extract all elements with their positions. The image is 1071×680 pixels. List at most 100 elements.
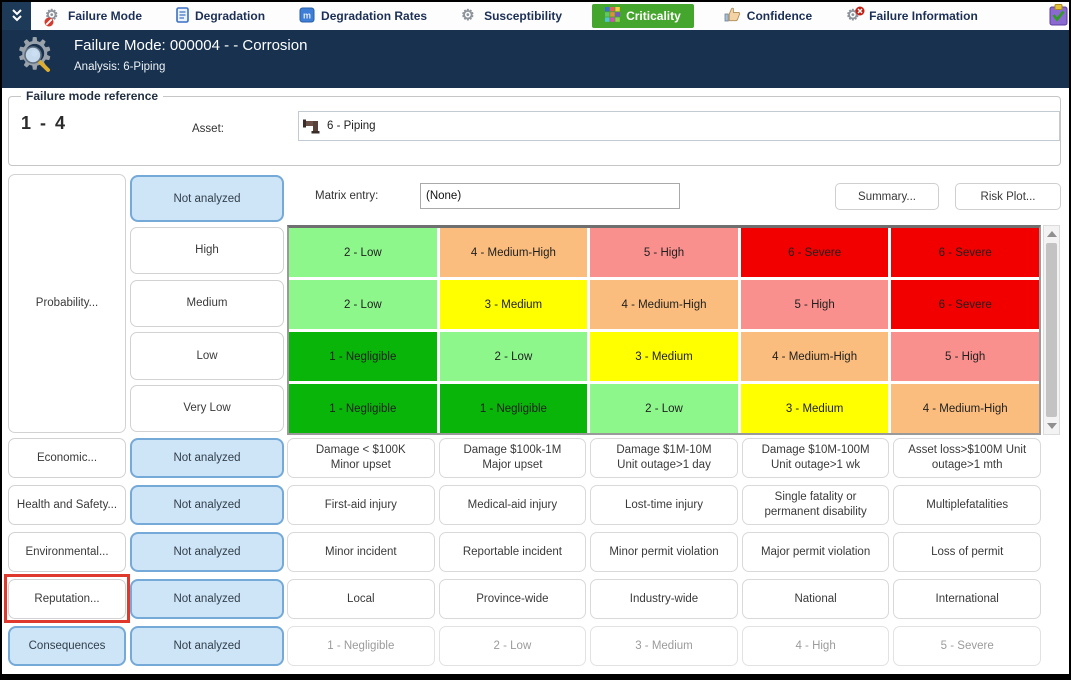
- reputation-options-row: Local Province-wide Industry-wide Nation…: [287, 579, 1041, 619]
- consequence-option[interactable]: Multiplefatalities: [893, 485, 1041, 525]
- tab-susceptibility[interactable]: ⚙ Susceptibility: [457, 5, 566, 28]
- scroll-down-icon[interactable]: [1047, 423, 1057, 429]
- risk-plot-button[interactable]: Risk Plot...: [955, 183, 1061, 210]
- category-environmental-button[interactable]: Environmental...: [8, 532, 126, 572]
- consequence-option[interactable]: Minor incident: [287, 532, 435, 572]
- consequence-option[interactable]: Province-wide: [438, 579, 587, 619]
- scrollbar-thumb[interactable]: [1046, 243, 1057, 417]
- pipe-icon: [303, 119, 320, 134]
- category-reputation-button[interactable]: Reputation...: [8, 579, 126, 619]
- matrix-cell[interactable]: 2 - Low: [590, 384, 738, 433]
- tab-failure-mode[interactable]: ⚙ Failure Mode: [41, 5, 146, 28]
- probability-header-button[interactable]: Probability...: [8, 174, 126, 433]
- consequence-option[interactable]: Industry-wide: [590, 579, 738, 619]
- level-label: Very Low: [183, 402, 231, 415]
- probability-level-very-low[interactable]: Very Low: [130, 385, 284, 432]
- consequence-rating: 1 - Negligible: [287, 626, 435, 666]
- health-safety-options-row: First-aid injury Medical-aid injury Lost…: [287, 485, 1041, 525]
- matrix-cell[interactable]: 3 - Medium: [590, 332, 738, 381]
- consequence-option[interactable]: Minor permit violation: [590, 532, 738, 572]
- level-label: Low: [196, 349, 218, 362]
- category-label: Consequences: [28, 640, 106, 652]
- economic-not-analyzed-button[interactable]: Not analyzed: [130, 438, 284, 478]
- page-subtitle: Analysis: 6-Piping: [74, 61, 166, 73]
- matrix-cell[interactable]: 6 - Severe: [891, 280, 1039, 329]
- environmental-not-analyzed-button[interactable]: Not analyzed: [130, 532, 284, 572]
- matrix-entry-label: Matrix entry:: [315, 190, 379, 202]
- matrix-cell[interactable]: 5 - High: [740, 280, 889, 329]
- tab-degradation[interactable]: Degradation: [172, 4, 269, 29]
- probability-label: Probability...: [35, 297, 99, 310]
- not-analyzed-label: Not analyzed: [173, 499, 241, 511]
- matrix-cell[interactable]: 1 - Negligible: [439, 384, 588, 433]
- matrix-entry-input[interactable]: (None): [420, 183, 680, 209]
- probability-level-low[interactable]: Low: [130, 332, 284, 380]
- collapse-toolbar-button[interactable]: [2, 2, 31, 30]
- matrix-scrollbar[interactable]: [1043, 225, 1060, 435]
- matrix-cell[interactable]: 1 - Negligible: [289, 384, 437, 433]
- consequence-option[interactable]: Local: [287, 579, 435, 619]
- consequence-option[interactable]: Damage $10M-100M Unit outage>1 wk: [741, 438, 890, 478]
- matrix-cell[interactable]: 1 - Negligible: [289, 332, 437, 381]
- probability-level-high[interactable]: High: [130, 227, 284, 274]
- not-analyzed-label: Not analyzed: [173, 192, 241, 205]
- summary-button[interactable]: Summary...: [835, 183, 939, 210]
- category-consequences-button[interactable]: Consequences: [8, 626, 126, 666]
- matrix-cell[interactable]: 2 - Low: [289, 228, 437, 277]
- asset-label: Asset:: [192, 123, 224, 135]
- matrix-cell[interactable]: 4 - Medium-High: [590, 280, 738, 329]
- category-economic-button[interactable]: Economic...: [8, 438, 126, 478]
- consequence-option[interactable]: Lost-time injury: [590, 485, 738, 525]
- gear-alert-icon: ⚙: [846, 6, 865, 25]
- consequence-option[interactable]: International: [893, 579, 1041, 619]
- probability-level-medium[interactable]: Medium: [130, 280, 284, 327]
- scroll-up-icon[interactable]: [1047, 231, 1057, 237]
- m-square-icon: m: [299, 7, 315, 26]
- consequence-option[interactable]: Reportable incident: [438, 532, 587, 572]
- matrix-cell[interactable]: 2 - Low: [439, 332, 588, 381]
- tab-degradation-rates[interactable]: m Degradation Rates: [295, 4, 431, 29]
- gear-blocked-icon: ⚙: [44, 8, 62, 26]
- group-label: Failure mode reference: [21, 89, 164, 103]
- matrix-cell[interactable]: 3 - Medium: [439, 280, 588, 329]
- matrix-cell[interactable]: 5 - High: [891, 332, 1039, 381]
- consequence-option[interactable]: Damage $1M-10M Unit outage>1 day: [590, 438, 738, 478]
- consequence-option[interactable]: First-aid injury: [287, 485, 435, 525]
- probability-not-analyzed-button[interactable]: Not analyzed: [130, 175, 284, 222]
- consequence-option[interactable]: Damage $100k-1M Major upset: [438, 438, 587, 478]
- matrix-icon: [605, 7, 620, 25]
- reputation-not-analyzed-button[interactable]: Not analyzed: [130, 579, 284, 619]
- matrix-cell[interactable]: 3 - Medium: [740, 384, 889, 433]
- matrix-cell[interactable]: 2 - Low: [289, 280, 437, 329]
- asset-field[interactable]: 6 - Piping: [298, 111, 1060, 141]
- category-health-safety-button[interactable]: Health and Safety...: [8, 485, 126, 525]
- tab-label: Degradation Rates: [321, 9, 428, 23]
- tab-label: Susceptibility: [484, 9, 563, 23]
- consequence-option[interactable]: Major permit violation: [741, 532, 890, 572]
- risk-matrix: 2 - Low 4 - Medium-High 5 - High 6 - Sev…: [287, 225, 1041, 435]
- consequence-option[interactable]: Single fatality or permanent disability: [741, 485, 890, 525]
- matrix-cell[interactable]: 6 - Severe: [740, 228, 889, 277]
- consequence-option[interactable]: National: [741, 579, 890, 619]
- consequence-option[interactable]: Asset loss>$100M Unit outage>1 mth: [893, 438, 1041, 478]
- clipboard-check-icon[interactable]: [1048, 4, 1068, 31]
- double-chevron-down-icon: [11, 9, 22, 22]
- not-analyzed-label: Not analyzed: [173, 546, 241, 558]
- health-safety-not-analyzed-button[interactable]: Not analyzed: [130, 485, 284, 525]
- tab-failure-information[interactable]: ⚙ Failure Information: [842, 5, 982, 28]
- level-label: Medium: [186, 297, 228, 310]
- consequences-not-analyzed-button[interactable]: Not analyzed: [130, 626, 284, 666]
- matrix-cell[interactable]: 4 - Medium-High: [439, 228, 588, 277]
- tab-confidence[interactable]: Confidence: [720, 4, 816, 28]
- matrix-cell[interactable]: 4 - Medium-High: [891, 384, 1039, 433]
- consequence-option[interactable]: Loss of permit: [893, 532, 1041, 572]
- tab-label: Criticality: [626, 9, 681, 23]
- matrix-cell[interactable]: 6 - Severe: [891, 228, 1039, 277]
- page-title: Failure Mode: 000004 - - Corrosion: [74, 37, 308, 54]
- tab-criticality[interactable]: Criticality: [592, 4, 694, 28]
- consequence-option[interactable]: Medical-aid injury: [438, 485, 587, 525]
- category-label: Reputation...: [34, 592, 100, 605]
- matrix-cell[interactable]: 4 - Medium-High: [740, 332, 889, 381]
- matrix-cell[interactable]: 5 - High: [590, 228, 738, 277]
- consequence-option[interactable]: Damage < $100K Minor upset: [287, 438, 435, 478]
